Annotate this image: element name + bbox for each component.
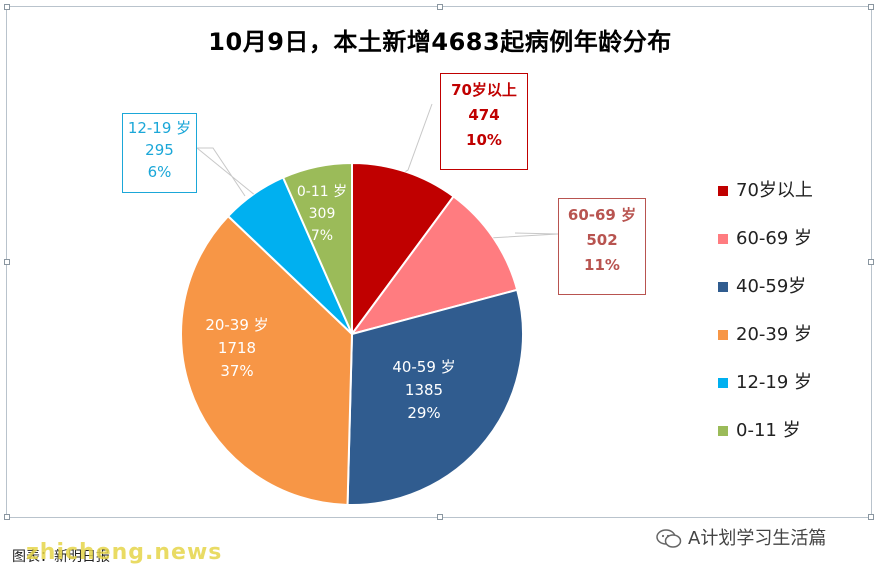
- legend-label: 60-69 岁: [736, 228, 813, 249]
- resize-handle[interactable]: [437, 4, 443, 10]
- callout-label: 70岁以上: [451, 81, 517, 99]
- slice-percent: 29%: [407, 404, 440, 422]
- pie-slice: [346, 288, 524, 506]
- resize-handle[interactable]: [4, 259, 10, 265]
- chart-frame: [4, 4, 874, 520]
- slice-value: 1385: [405, 381, 443, 399]
- pie-slice: [281, 161, 353, 335]
- slice-label: 40-59 岁: [392, 358, 455, 376]
- callout-label: 12-19 岁: [127, 119, 192, 137]
- slice-value: 309: [309, 206, 336, 222]
- callout-value: 295: [145, 141, 174, 159]
- legend-swatch: [718, 378, 728, 388]
- legend-swatch: [718, 234, 728, 244]
- legend-label: 40-59岁: [736, 276, 807, 297]
- watermark-label: A计划学习生活篇: [688, 528, 827, 549]
- resize-handle[interactable]: [868, 514, 874, 520]
- legend-swatch: [718, 330, 728, 340]
- legend-label: 0-11 岁: [736, 420, 801, 441]
- legend-swatch: [718, 186, 728, 196]
- wechat-icon: [656, 529, 682, 548]
- slice-label: 20-39 岁: [205, 316, 268, 334]
- legend-swatch: [718, 426, 728, 436]
- resize-handle[interactable]: [4, 514, 10, 520]
- pie-slice: [351, 161, 455, 338]
- legend-label: 70岁以上: [736, 180, 813, 201]
- callout-label: 60-69 岁: [567, 206, 637, 224]
- callout-70-plus: 70岁以上 474 10%: [440, 73, 528, 170]
- legend-swatch: [718, 282, 728, 292]
- leader-line: [493, 232, 559, 239]
- pie-slice: [349, 195, 519, 336]
- source-note: 图表：新明日报: [12, 549, 110, 565]
- callout-percent: 10%: [466, 131, 502, 149]
- slice-percent: 37%: [220, 362, 253, 380]
- callout-value: 474: [468, 106, 500, 124]
- callout-12-19: 12-19 岁 295 6%: [122, 113, 197, 193]
- slice-label: 0-11 岁: [297, 184, 347, 200]
- watermark-text: zhicheng.news: [26, 540, 223, 565]
- chart-title: 10月9日，本土新增4683起病例年龄分布: [208, 28, 672, 56]
- callout-60-69: 60-69 岁 502 11%: [558, 198, 646, 295]
- leader-line: [405, 103, 433, 172]
- slice-percent: 7%: [311, 228, 333, 244]
- callout-percent: 6%: [147, 163, 172, 181]
- legend-label: 20-39 岁: [736, 324, 813, 345]
- leader-line: [195, 147, 255, 197]
- resize-handle[interactable]: [4, 4, 10, 10]
- callout-percent: 11%: [584, 256, 620, 274]
- callout-value: 502: [586, 231, 618, 249]
- pie-slice: [180, 214, 354, 506]
- wechat-watermark: A计划学习生活篇: [656, 524, 826, 550]
- resize-handle[interactable]: [868, 259, 874, 265]
- slice-value: 1718: [218, 339, 256, 357]
- legend-label: 12-19 岁: [736, 372, 813, 393]
- resize-handle[interactable]: [437, 514, 443, 520]
- resize-handle[interactable]: [868, 4, 874, 10]
